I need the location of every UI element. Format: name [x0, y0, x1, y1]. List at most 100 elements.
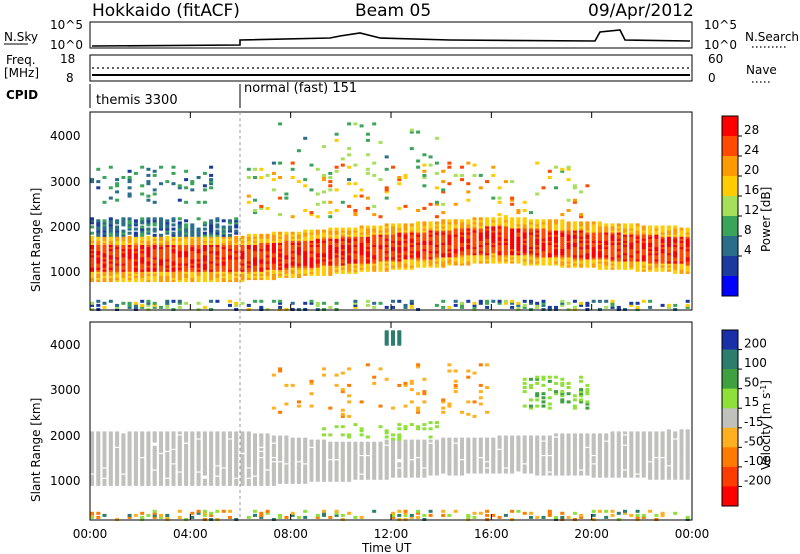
velocity-cell — [591, 472, 596, 476]
power-cell — [296, 252, 301, 256]
power-cell — [303, 266, 308, 270]
power-cell — [685, 268, 690, 272]
velocity-cell — [491, 513, 496, 517]
power-cell — [159, 219, 163, 223]
velocity-cell — [378, 445, 383, 449]
velocity-cell — [322, 441, 326, 445]
velocity-cell — [322, 367, 326, 371]
power-cell — [409, 262, 414, 266]
velocity-cell — [259, 452, 264, 455]
power-cell — [102, 262, 107, 266]
velocity-cell — [90, 476, 94, 480]
velocity-cell — [384, 338, 389, 342]
velocity-cell — [296, 470, 301, 474]
velocity-cell — [478, 383, 483, 387]
velocity-cell — [184, 445, 189, 449]
velocity-cell — [146, 449, 151, 453]
velocity-cell — [604, 509, 609, 513]
velocity-cell — [127, 482, 132, 486]
velocity-cell — [591, 470, 596, 474]
velocity-cell — [340, 470, 345, 474]
power-cell — [397, 244, 402, 248]
power-cell — [453, 227, 458, 231]
power-cell — [102, 237, 107, 241]
power-cell — [372, 266, 377, 270]
power-cell — [579, 229, 584, 233]
velocity-cell — [554, 470, 558, 474]
power-cell — [221, 266, 226, 270]
velocity-cell — [566, 452, 571, 455]
velocity-cell — [228, 431, 232, 435]
velocity-cell — [90, 437, 94, 441]
power-cell — [240, 279, 245, 283]
power-cell — [453, 244, 458, 248]
velocity-cell — [159, 431, 163, 435]
power-cell — [190, 277, 195, 281]
velocity-cell — [447, 464, 452, 468]
power-cell — [623, 244, 627, 248]
power-cell — [177, 235, 182, 239]
power-cell — [234, 268, 239, 272]
power-cell — [453, 250, 458, 254]
power-cell — [591, 258, 596, 262]
velocity-cell — [221, 474, 226, 478]
power-cell — [315, 229, 320, 233]
power-cell — [560, 235, 565, 239]
velocity-cell — [648, 454, 653, 458]
velocity-cell — [579, 472, 584, 476]
power-cell — [127, 301, 132, 305]
power-cell — [597, 233, 602, 237]
power-cell — [409, 258, 414, 262]
power-cell — [334, 264, 339, 268]
power-cell — [522, 235, 527, 239]
velocity-cell — [290, 456, 295, 460]
velocity-cell — [140, 445, 145, 449]
power-cell — [422, 242, 427, 245]
velocity-cell — [265, 454, 270, 458]
power-cell — [554, 233, 558, 237]
power-cell — [510, 227, 515, 231]
power-cell — [591, 237, 596, 241]
power-cell — [434, 260, 439, 264]
velocity-cell — [177, 462, 182, 466]
power-cell — [585, 262, 590, 266]
power-cell — [127, 192, 132, 196]
power-cell — [159, 279, 163, 283]
power-cell — [416, 229, 421, 233]
velocity-cell — [234, 431, 239, 435]
velocity-cell — [372, 464, 377, 468]
velocity-cell — [391, 336, 395, 340]
velocity-cell — [554, 452, 558, 455]
power-cell — [472, 246, 477, 250]
velocity-cell — [303, 472, 308, 476]
power-cell — [516, 303, 521, 307]
power-cell — [547, 252, 552, 256]
power-cell — [641, 260, 646, 264]
velocity-cell — [478, 468, 483, 472]
power-cell — [403, 252, 408, 256]
power-cell — [265, 260, 270, 264]
power-cell — [428, 254, 433, 258]
power-cell — [209, 252, 214, 256]
power-cell — [460, 244, 464, 248]
velocity-cell — [240, 468, 245, 472]
velocity-cell — [566, 468, 571, 472]
power-cell — [541, 221, 546, 225]
power-cell — [234, 231, 239, 235]
velocity-cell — [190, 482, 195, 486]
velocity-cell — [485, 386, 490, 389]
freq-label-line1: Freq. — [6, 53, 36, 67]
velocity-cell — [359, 452, 364, 455]
velocity-cell — [535, 381, 540, 385]
power-cell — [209, 244, 214, 248]
power-cell — [441, 250, 446, 254]
velocity-cell — [90, 480, 94, 484]
power-cell — [133, 258, 138, 262]
velocity-cell — [228, 482, 232, 486]
power-cell — [196, 264, 201, 268]
velocity-cell — [159, 441, 163, 445]
power-cell — [560, 262, 565, 266]
velocity-cell — [209, 474, 214, 478]
velocity-cell — [623, 449, 627, 453]
power-cell — [403, 250, 408, 254]
